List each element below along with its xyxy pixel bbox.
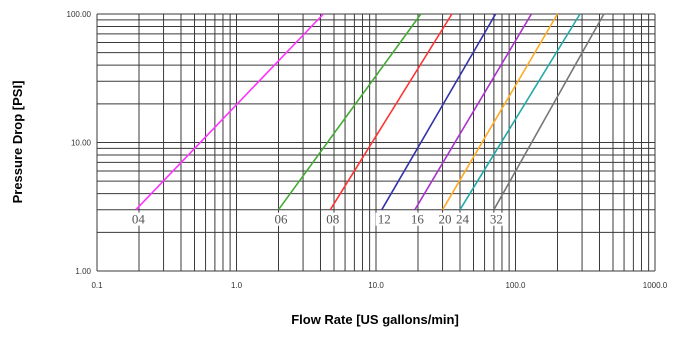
series-line-12 bbox=[381, 13, 497, 211]
series-label-12: 12 bbox=[378, 212, 391, 227]
grid bbox=[96, 13, 656, 272]
x-tick-label: 100.0 bbox=[505, 281, 526, 290]
x-tick-label: 10.0 bbox=[368, 281, 384, 290]
y-axis-title: Pressure Drop [PSI] bbox=[10, 81, 25, 204]
series-label-16: 16 bbox=[411, 212, 425, 227]
series-line-08 bbox=[329, 13, 453, 211]
series-label-bg bbox=[324, 212, 343, 226]
x-tick-label: 1000.0 bbox=[643, 281, 668, 290]
series-label-bg bbox=[375, 212, 394, 226]
series-label-bg bbox=[436, 212, 455, 226]
y-tick-label: 1.00 bbox=[75, 267, 91, 276]
series-line-24 bbox=[459, 13, 581, 211]
series-label-06: 06 bbox=[274, 212, 288, 227]
series-label-bg bbox=[487, 212, 506, 226]
series-label-08: 08 bbox=[326, 212, 339, 227]
series-label-32: 32 bbox=[490, 212, 503, 227]
y-tick-label: 100.00 bbox=[67, 10, 92, 19]
series-label-24: 24 bbox=[456, 212, 470, 227]
series-label-bg bbox=[272, 212, 291, 226]
x-axis-title: Flow Rate [US gallons/min] bbox=[291, 312, 459, 327]
series-line-06 bbox=[277, 13, 422, 211]
series-label-bg bbox=[129, 212, 148, 226]
series-line-20 bbox=[441, 13, 559, 211]
series-label-20: 20 bbox=[439, 212, 452, 227]
series-label-04: 04 bbox=[132, 212, 146, 227]
series-line-04 bbox=[135, 13, 324, 211]
series-line-32 bbox=[493, 13, 605, 211]
x-tick-label: 0.1 bbox=[91, 281, 103, 290]
series-lines bbox=[135, 13, 605, 211]
series-label-bg bbox=[453, 212, 472, 226]
x-tick-label: 1.0 bbox=[231, 281, 243, 290]
series-label-bg bbox=[408, 212, 427, 226]
series-labels: 04 06 08 12 16 20 24 32 bbox=[129, 212, 506, 227]
y-tick-label: 10.00 bbox=[71, 139, 92, 148]
series-line-16 bbox=[414, 13, 533, 211]
tick-labels: 0.1 1.0 10.0 100.0 1000.0 1.00 10.00 100.00 bbox=[67, 10, 668, 290]
